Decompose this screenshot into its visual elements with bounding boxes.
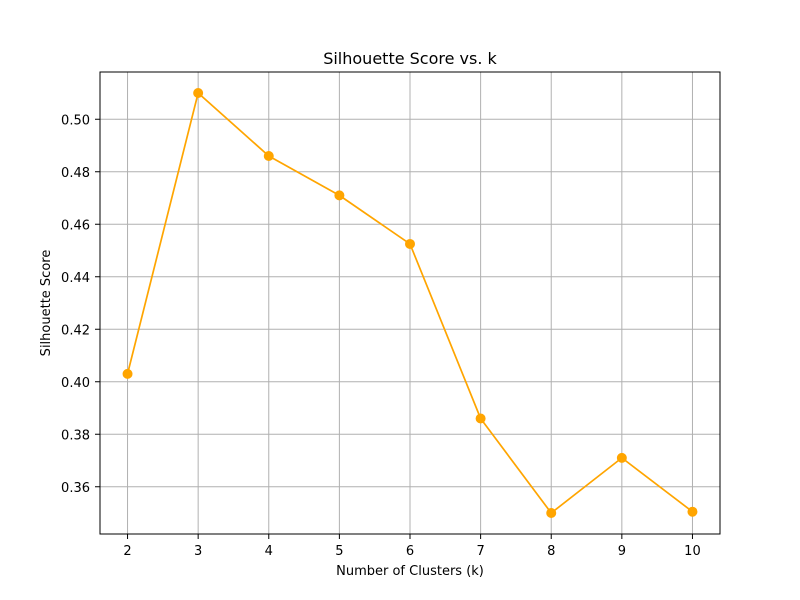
x-tick-label: 9 [618,544,626,559]
x-tick-label: 3 [194,544,202,559]
data-point [122,368,133,379]
data-point [546,508,557,518]
y-tick-label: 0.38 [61,428,90,443]
y-tick-label: 0.42 [61,323,90,338]
y-tick-label: 0.44 [61,271,90,286]
y-axis-label: Silhouette Score [39,250,54,357]
y-tick-label: 0.36 [61,481,90,496]
data-point [616,452,627,463]
data-point [193,88,204,98]
x-tick-label: 8 [547,544,555,559]
x-tick-label: 7 [476,544,484,559]
x-tick-label: 10 [684,544,701,559]
grid-lines [100,72,720,534]
y-tick-label: 0.48 [61,166,90,181]
x-axis-ticks: 2 3 4 5 6 7 8 9 10 [123,534,701,559]
x-tick-label: 2 [123,544,131,559]
data-point [405,238,415,249]
data-point [334,190,345,201]
data-series [122,88,698,518]
data-point [475,413,486,424]
y-tick-label: 0.50 [61,113,90,128]
data-point [263,151,274,161]
data-point [687,506,698,517]
x-tick-label: 6 [406,544,414,559]
x-tick-label: 5 [335,544,343,559]
x-axis-label: Number of Clusters (k) [336,564,484,579]
y-tick-label: 0.40 [61,376,90,391]
y-axis-ticks: 0.36 0.38 0.40 0.42 0.44 0.46 0.48 0.50 [61,113,100,496]
y-tick-label: 0.46 [61,218,90,233]
x-tick-label: 4 [265,544,273,559]
chart-title: Silhouette Score vs. k [323,49,497,68]
